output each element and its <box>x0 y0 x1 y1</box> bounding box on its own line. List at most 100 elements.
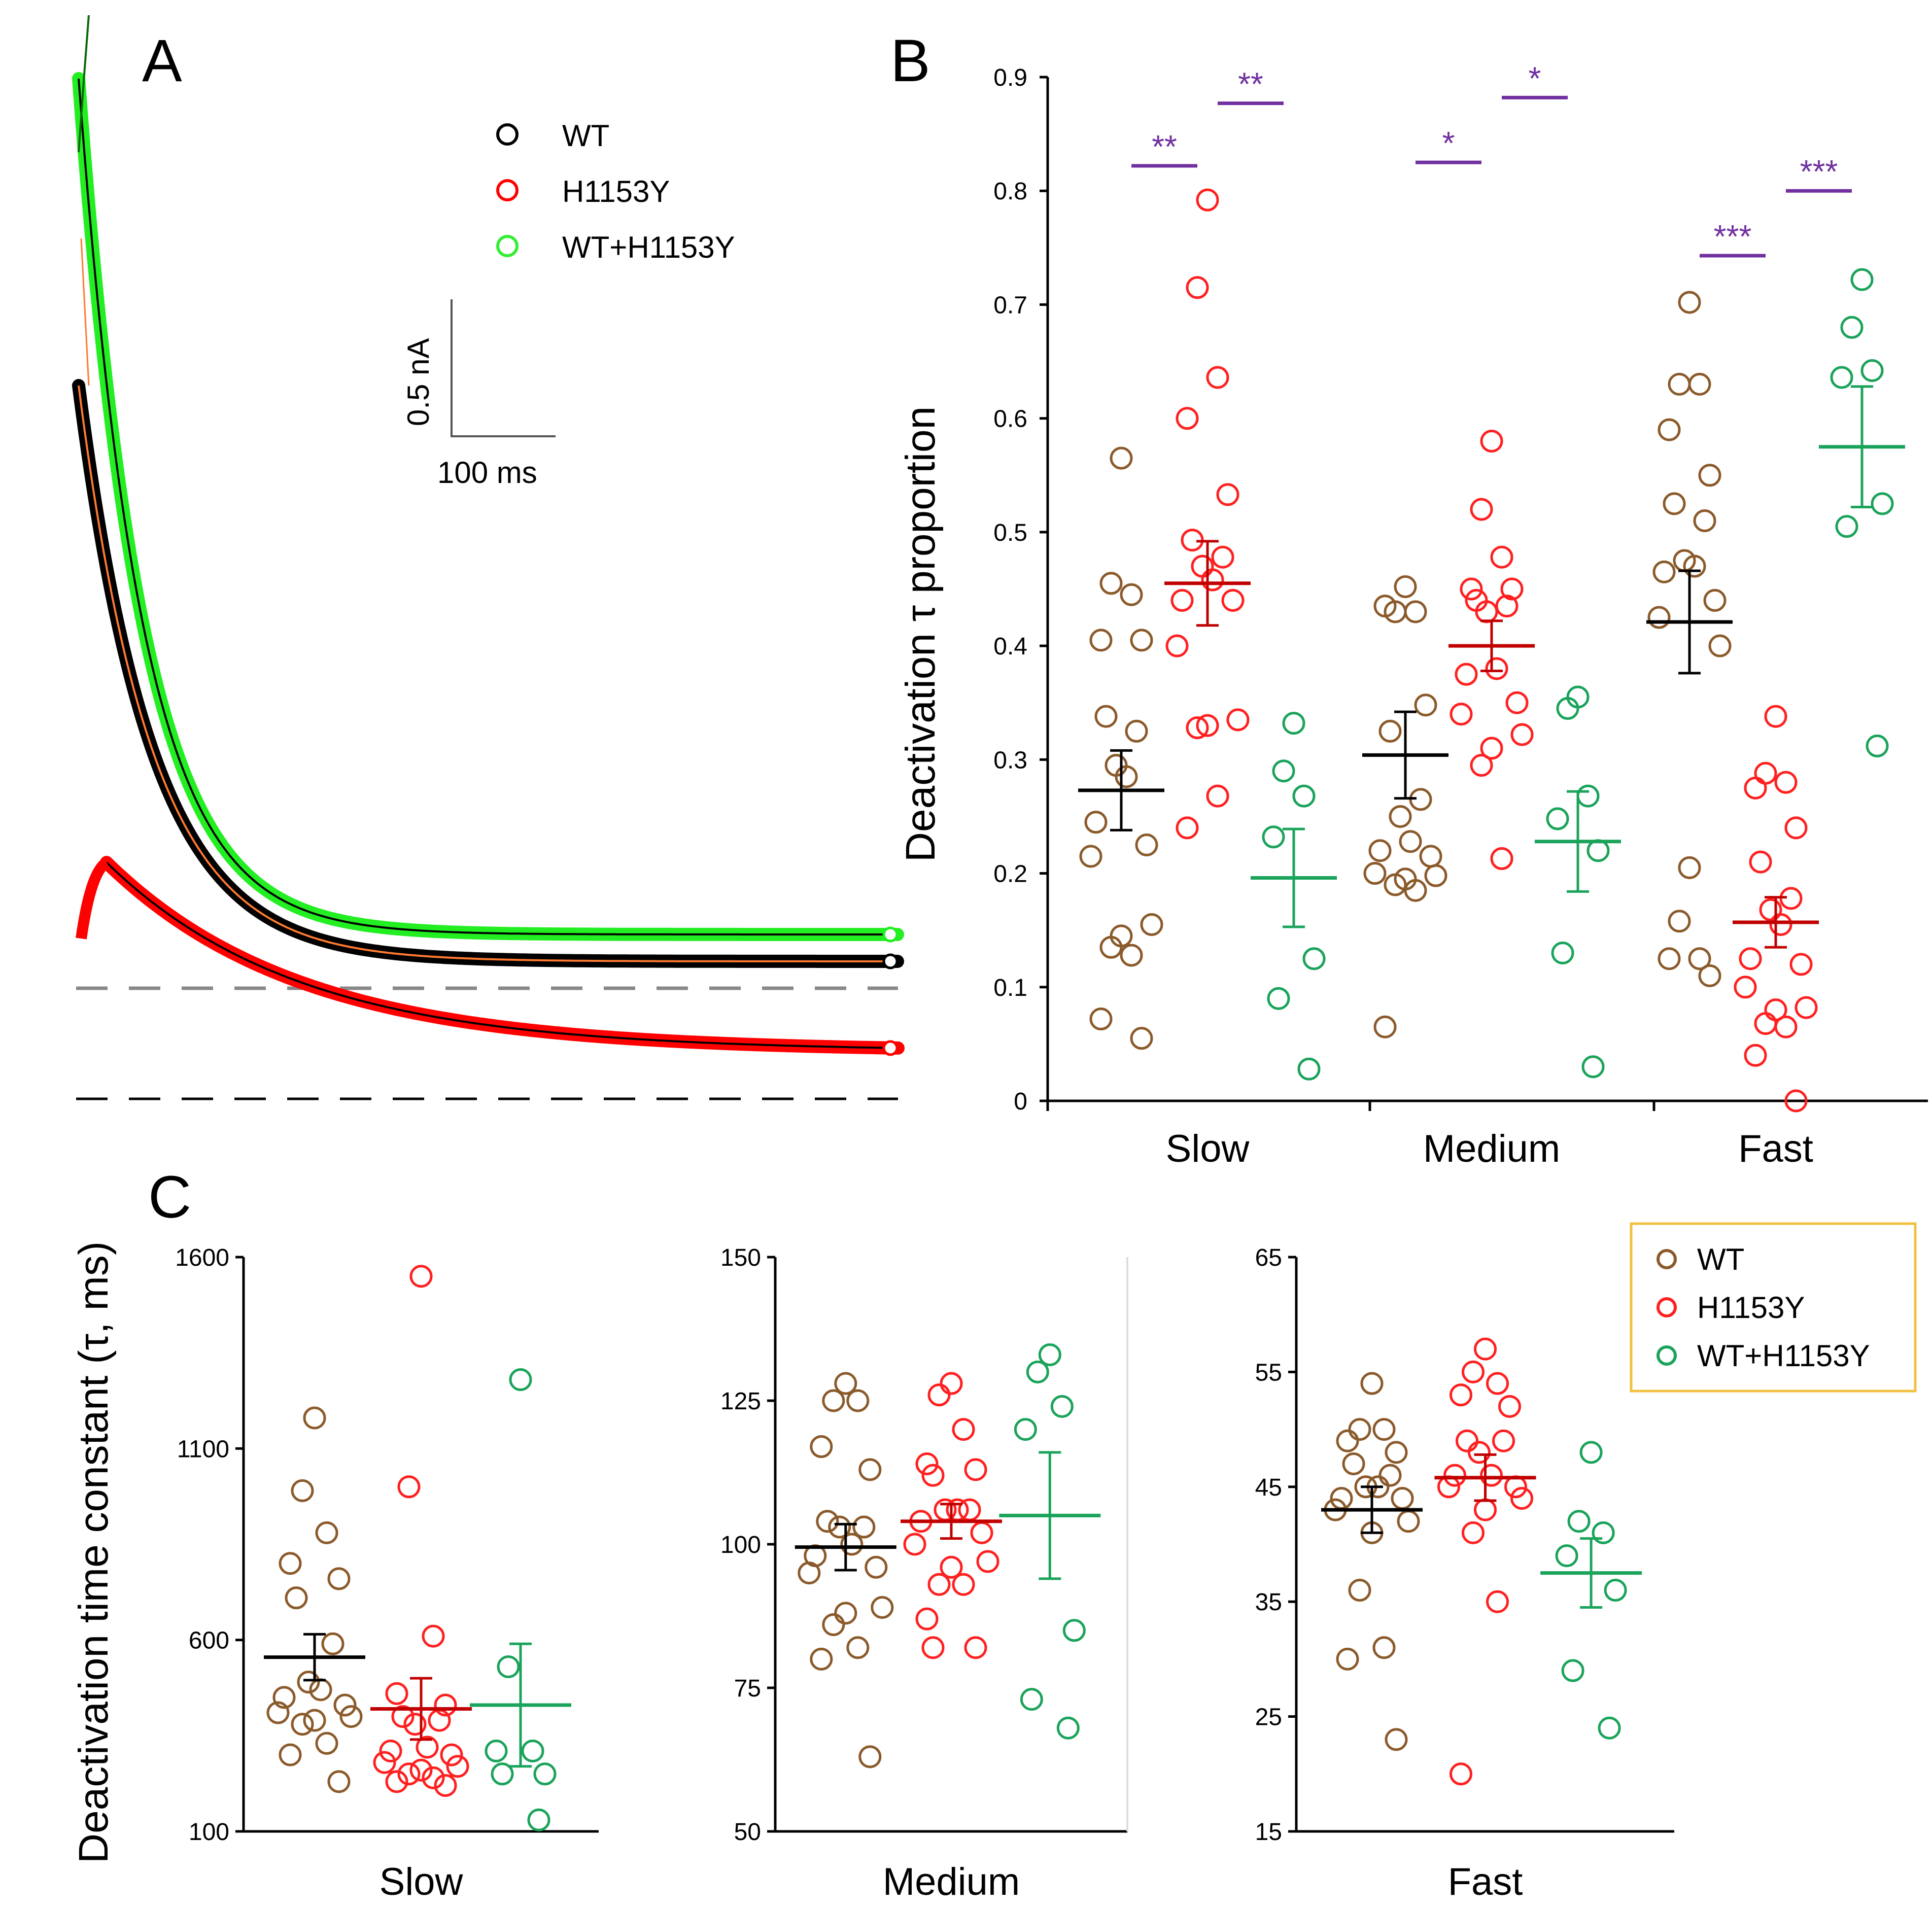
legend-c-wt-marker <box>1657 1249 1677 1269</box>
panel-b-point <box>1216 483 1239 506</box>
panel-b-point <box>1389 805 1412 828</box>
scale-current-label: 0.5 nA <box>401 338 435 426</box>
panel-b-point <box>1120 583 1143 606</box>
panel-b-point <box>1795 996 1818 1019</box>
panel-c-point <box>964 1636 987 1659</box>
panel-b-point <box>1302 947 1326 970</box>
h1153y-rising-phase <box>76 857 110 940</box>
panel-b-point <box>1698 464 1721 487</box>
trace-end-marker <box>882 953 899 969</box>
panel-c-point <box>1342 1452 1365 1476</box>
panel-c-point <box>397 1475 421 1499</box>
panel-b-point <box>1115 765 1138 788</box>
panel-c-point <box>422 1766 445 1789</box>
panel-c-point <box>915 1607 939 1631</box>
panel-b-point <box>1130 1027 1153 1050</box>
panel-b-point <box>1480 737 1503 760</box>
panel-c-point <box>266 1701 290 1724</box>
panel-c-point <box>1391 1486 1414 1510</box>
significance-label: * <box>1442 125 1455 161</box>
scale-time-label: 100 ms <box>437 456 537 490</box>
panel-b-point <box>1176 816 1199 840</box>
panel-c-point <box>391 1705 415 1728</box>
panel-c-y-tick-label: 600 <box>189 1627 229 1654</box>
panel-b-point <box>1186 716 1209 740</box>
wt-trace <box>72 238 904 969</box>
panel-c-y-tick-label: 65 <box>1255 1244 1282 1271</box>
panel-b-y-tick-label: 0.4 <box>993 633 1027 660</box>
panel-c-y-tick-label: 45 <box>1255 1474 1282 1501</box>
panel-b-point <box>1084 811 1108 834</box>
panel-c-slow-chart: 100 600 1100 1600 Slow <box>175 1244 599 1903</box>
panel-c-y-tick-label: 125 <box>720 1388 761 1415</box>
panel-c-point <box>446 1755 469 1778</box>
panel-c-point <box>940 1372 963 1395</box>
panel-c-point <box>509 1368 532 1391</box>
legend-c-h1153y-marker <box>1657 1297 1677 1317</box>
panel-c-point <box>921 1636 945 1659</box>
panel-b-point <box>1297 1057 1321 1081</box>
panel-b-point <box>1099 572 1123 595</box>
panel-c-point <box>1450 1383 1472 1407</box>
panel-b-y-tick-label: 0 <box>1014 1088 1027 1115</box>
panel-c-point <box>846 1389 870 1412</box>
panel-c-point <box>1385 1728 1408 1751</box>
panel-b-point <box>1784 816 1808 840</box>
panel-c-point <box>491 1762 514 1786</box>
panel-b-point <box>1196 188 1219 212</box>
panel-c-point <box>434 1693 457 1717</box>
panel-b-point <box>1191 554 1214 578</box>
panel-b-point <box>1698 964 1721 987</box>
panel-b-point <box>1734 976 1757 999</box>
panel-c-point <box>409 1758 433 1782</box>
panel-c-point <box>852 1515 876 1539</box>
panel-b-point <box>1754 761 1777 785</box>
panel-b-y-tick-label: 0.5 <box>993 519 1027 546</box>
panel-c-point <box>485 1740 508 1763</box>
panel-b-point <box>1668 910 1691 933</box>
panel-c-y-tick-label: 1100 <box>177 1436 229 1463</box>
panel-b-point <box>1404 879 1427 902</box>
panel-b-point <box>1196 714 1219 737</box>
legend-h1153y-marker <box>496 179 519 201</box>
panel-c-point <box>1462 1360 1485 1383</box>
panel-b-point <box>1480 430 1503 453</box>
panel-b-point <box>1089 1008 1113 1031</box>
legend-c-h1153y-label: H1153Y <box>1697 1291 1805 1325</box>
panel-c-point <box>1348 1579 1371 1602</box>
legend-wtplus-label: WT+H1153Y <box>562 230 735 264</box>
panel-c-point <box>327 1770 351 1793</box>
panel-c-point <box>527 1808 550 1831</box>
panel-b-point <box>1368 839 1392 862</box>
panel-c-point <box>397 1762 421 1786</box>
panel-c-point <box>434 1774 457 1797</box>
panel-b-point <box>1089 629 1113 652</box>
panel-c-point <box>1437 1475 1460 1499</box>
panel-b-y-tick-label: 0.6 <box>993 406 1027 433</box>
panel-b-y-tick-label: 0.7 <box>993 292 1027 319</box>
panel-b-point <box>1485 657 1508 680</box>
panel-b-point <box>1176 407 1199 430</box>
panel-b-point <box>1556 697 1579 720</box>
panel-b-point <box>1272 759 1295 783</box>
legend-wt-marker <box>496 123 519 146</box>
panel-c-category-label: Medium <box>883 1860 1020 1903</box>
panel-b-point <box>1373 595 1397 618</box>
panel-c-y-tick-label: 100 <box>720 1532 761 1558</box>
panel-c-category-label: Slow <box>380 1860 464 1903</box>
panel-c-y-tick-label: 25 <box>1255 1704 1282 1731</box>
panel-c-point <box>1510 1486 1533 1510</box>
panel-b-point <box>1860 359 1884 382</box>
panel-c-y-tick-label: 55 <box>1255 1359 1282 1386</box>
panel-b-point <box>1120 944 1143 967</box>
panel-b-point <box>1419 845 1442 868</box>
trace-end-marker <box>882 1040 899 1056</box>
panel-b-point <box>1470 754 1493 777</box>
h1153y-trace <box>76 856 905 1056</box>
panel-c-point <box>339 1705 363 1728</box>
panel-c-point <box>303 1709 326 1732</box>
panel-c-point <box>1504 1475 1527 1499</box>
panel-b-point <box>1267 987 1290 1010</box>
panel-c-y-tick-label: 150 <box>720 1244 761 1271</box>
panel-b-point <box>1576 784 1600 808</box>
